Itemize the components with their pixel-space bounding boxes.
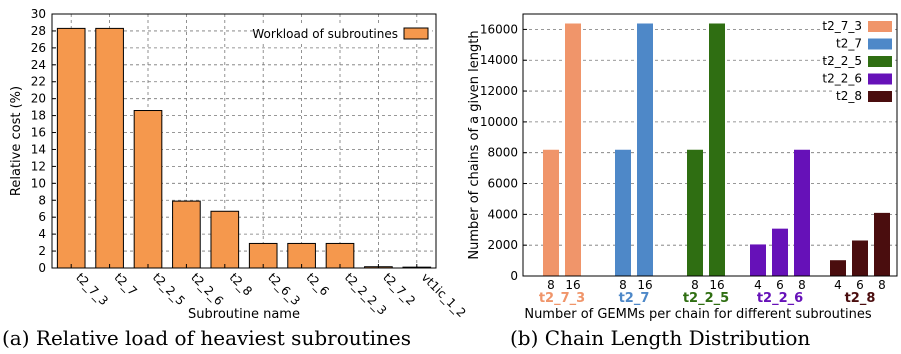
y-tick-label: 10000: [480, 115, 518, 129]
bar: [565, 23, 581, 276]
y-tick-label: 8000: [487, 146, 518, 160]
bar: [637, 23, 653, 276]
legend-swatch: [403, 27, 429, 40]
y-tick-label: 12: [31, 159, 46, 173]
y-tick-label: 4: [38, 227, 46, 241]
caption-a: (a) Relative load of heaviest subroutine…: [2, 326, 411, 350]
y-tick-label: 10: [31, 176, 46, 190]
x-tick-label: t2_6: [303, 270, 331, 298]
legend-swatch: [868, 21, 892, 32]
x-tick-label: t2_7_2: [380, 270, 418, 308]
legend-label: t2_7_3: [822, 19, 862, 33]
bar: [210, 210, 240, 269]
y-tick-label: 16000: [480, 22, 518, 36]
caption-b: (b) Chain Length Distribution: [510, 326, 810, 350]
group-label: t2_8: [845, 291, 876, 306]
y-tick-label: 6: [38, 210, 46, 224]
x-tick-label: 8: [619, 278, 627, 292]
x-tick-label: 8: [878, 278, 886, 292]
x-tick-label: 8: [798, 278, 806, 292]
x-tick-label: 8: [547, 278, 555, 292]
bar: [133, 110, 163, 269]
y-tick-label: 6000: [487, 177, 518, 191]
x-tick-label: 6: [856, 278, 864, 292]
y-tick-label: 8: [38, 193, 46, 207]
bar: [287, 242, 316, 269]
bar: [852, 240, 868, 276]
y-tick-label: 2000: [487, 238, 518, 252]
legend-label: t2_2_5: [822, 54, 862, 68]
x-tick-label: 4: [754, 278, 762, 292]
bar: [794, 149, 810, 276]
plot-frame: [522, 13, 898, 277]
legend-swatch: [868, 56, 892, 67]
x-tick-label: t2_6_3: [265, 270, 303, 308]
bar: [172, 200, 201, 269]
bar: [874, 212, 890, 276]
bar: [830, 260, 846, 276]
y-tick-label: 0: [38, 261, 46, 275]
y-tick-label: 12000: [480, 84, 518, 98]
y-tick-label: 28: [31, 24, 46, 38]
group-label: t2_2_6: [757, 291, 803, 306]
bar: [750, 244, 766, 276]
bar: [615, 149, 631, 276]
x-tick-label: t2_2_6: [188, 270, 226, 308]
x-tick-label: 4: [834, 278, 842, 292]
bar: [325, 242, 355, 269]
x-tick-label: t2_7_3: [73, 270, 111, 308]
x-tick-label: vt1ic_1_2: [419, 270, 469, 320]
y-tick-label: 20: [31, 92, 46, 106]
y-tick-label: 2: [38, 244, 46, 258]
legend-label: Workload of subroutines: [252, 27, 398, 41]
y-tick-label: 22: [31, 75, 46, 89]
legend-label: t2_8: [836, 89, 862, 103]
x-tick-label: t2_8: [227, 270, 255, 298]
y-tick-label: 14: [31, 142, 46, 156]
bar: [543, 149, 559, 276]
group-label: t2_7: [619, 291, 650, 306]
x-tick-label: 16: [565, 278, 580, 292]
x-tick-label: t2_2_5: [150, 270, 188, 308]
y-tick-label: 0: [510, 269, 518, 283]
y-tick-label: 30: [31, 7, 46, 21]
x-tick-label: 6: [776, 278, 784, 292]
legend-swatch: [868, 73, 892, 85]
chart-b: 0 2000 4000 6000 8000 10000 12000 14000 16000 8 16…: [467, 13, 898, 322]
legend-label: t2_2_6: [822, 72, 862, 86]
legend-label: t2_7: [836, 37, 862, 51]
x-tick-label: 16: [709, 278, 724, 292]
x-axis-label: Subroutine name: [188, 307, 300, 322]
bar: [56, 27, 86, 269]
legend-background: [258, 24, 432, 44]
plot-frame: [51, 13, 437, 269]
bar: [772, 228, 788, 276]
y-axis-label: Number of chains of a given length: [467, 30, 482, 259]
x-axis-label: Number of GEMMs per chain for different …: [524, 307, 872, 322]
y-tick-label: 4000: [487, 207, 518, 221]
group-label: t2_2_5: [683, 291, 729, 306]
y-axis-label: Relative cost (%): [9, 86, 24, 196]
y-tick-label: 14000: [480, 53, 518, 67]
y-tick-label: 26: [31, 41, 46, 55]
y-tick-label: 24: [31, 58, 46, 72]
x-tick-label: 16: [637, 278, 652, 292]
y-tick-label: 16: [31, 126, 46, 140]
bar: [95, 27, 124, 269]
x-tick-label: t2_7: [111, 270, 139, 298]
bar: [709, 23, 725, 276]
legend-swatch: [868, 91, 892, 102]
legend-swatch: [868, 38, 892, 50]
group-label: t2_7_3: [539, 291, 585, 306]
y-tick-label: 18: [31, 109, 46, 123]
bar: [687, 149, 703, 276]
x-tick-label: 8: [691, 278, 699, 292]
